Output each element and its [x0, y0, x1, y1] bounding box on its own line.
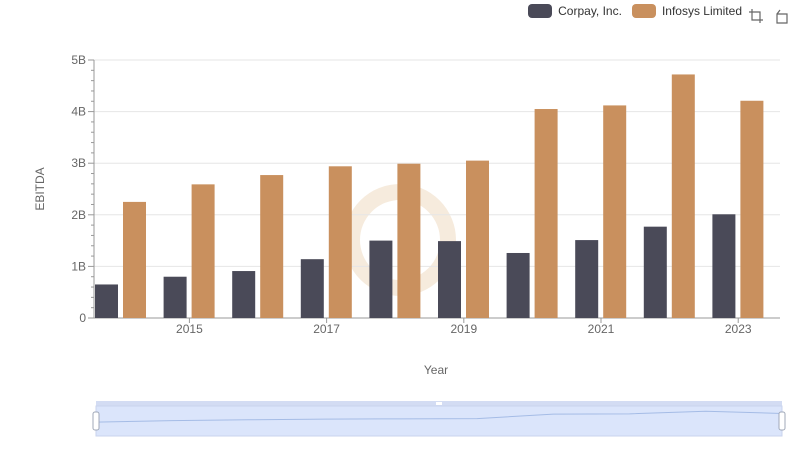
x-axis-title: Year: [424, 363, 448, 377]
bar-corpay-2020: [506, 252, 530, 318]
bar-infosys-2016: [260, 175, 284, 318]
legend-label-infosys: Infosys Limited: [661, 4, 742, 18]
bar-corpay-2014: [95, 284, 118, 318]
bar-infosys-2023: [740, 100, 764, 318]
bar-infosys-2020: [534, 109, 558, 319]
restore-icon[interactable]: [774, 8, 790, 24]
datazoom-left-handle[interactable]: [92, 411, 100, 431]
bar-corpay-2016: [232, 271, 256, 318]
y-tick-label: 1B: [71, 259, 86, 273]
x-tick-label: 2015: [176, 322, 203, 336]
legend-label-corpay: Corpay, Inc.: [558, 4, 622, 18]
datazoom-right-handle[interactable]: [778, 411, 786, 431]
y-tick-label: 0: [79, 311, 86, 325]
legend-item-corpay[interactable]: Corpay, Inc.: [528, 4, 622, 18]
x-tick-label: 2019: [450, 322, 477, 336]
datazoom-drag-handle[interactable]: [436, 402, 442, 405]
bar-infosys-2017: [328, 166, 352, 318]
x-tick-label: 2017: [313, 322, 340, 336]
datazoom-preview-line: [95, 410, 783, 423]
zoom-icon[interactable]: [748, 8, 764, 24]
bar-corpay-2023: [712, 214, 736, 318]
y-tick-label: 3B: [71, 156, 86, 170]
legend-swatch-corpay: [528, 4, 553, 18]
x-tick-label: 2023: [725, 322, 752, 336]
bar-corpay-2022: [643, 226, 667, 318]
datazoom-track: [95, 405, 783, 437]
bar-infosys-2022: [671, 74, 695, 318]
bar-infosys-2019: [466, 160, 489, 318]
y-axis-title: EBITDA: [33, 167, 47, 210]
y-tick-label: 5B: [71, 53, 86, 67]
bar-infosys-2021: [603, 105, 627, 319]
legend-item-infosys[interactable]: Infosys Limited: [631, 4, 742, 18]
bar-infosys-2018: [397, 163, 421, 318]
bar-corpay-2018: [369, 240, 393, 318]
bar-corpay-2015: [163, 276, 187, 318]
bar-corpay-2017: [300, 259, 324, 318]
bar-infosys-2014: [123, 201, 146, 318]
toolbox: [748, 8, 790, 24]
x-tick-label: 2021: [588, 322, 615, 336]
legend: Corpay, Inc. Infosys Limited: [528, 4, 742, 18]
legend-swatch-infosys: [631, 4, 656, 18]
bar-corpay-2019: [438, 241, 461, 318]
bar-corpay-2021: [575, 240, 599, 318]
y-tick-label: 2B: [71, 208, 86, 222]
y-tick-label: 4B: [71, 105, 86, 119]
bar-infosys-2015: [191, 184, 215, 318]
